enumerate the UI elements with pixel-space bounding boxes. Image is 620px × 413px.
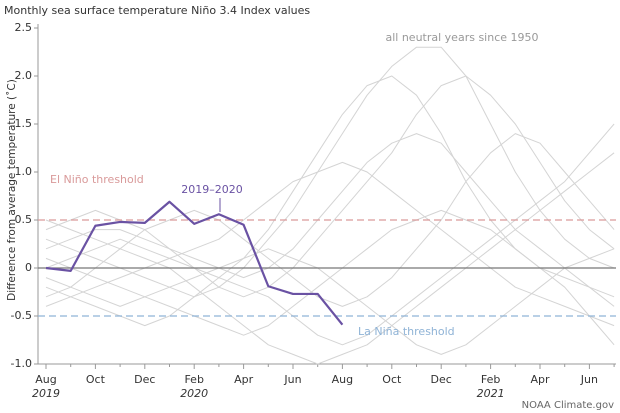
x-tick-label: Oct [382, 373, 402, 386]
y-tick-label: 2.5 [15, 21, 33, 34]
y-tick-label: 1.0 [15, 165, 33, 178]
y-tick-label: 2.0 [15, 69, 33, 82]
x-tick-label: Jun [283, 373, 301, 386]
x-tick-label: Dec [134, 373, 155, 386]
neutral-year-line [45, 161, 615, 327]
series-line [45, 200, 344, 326]
y-tick-label: -1.0 [11, 357, 32, 370]
threshold-label: El Niño threshold [50, 173, 144, 186]
x-tick-label: Apr [234, 373, 254, 386]
neutral-year-line [45, 133, 615, 307]
year-label: 2020 [180, 387, 208, 400]
x-tick-label: Aug [332, 373, 353, 386]
neutral-year-line [45, 209, 615, 346]
neutral-year-line [45, 152, 615, 365]
y-tick-label: 1.5 [15, 117, 33, 130]
x-tick-label: Oct [86, 373, 106, 386]
year-label: 2021 [477, 387, 505, 400]
y-tick-label: 0 [25, 261, 32, 274]
y-tick-label: 0.5 [15, 213, 33, 226]
series-label: 2019–2020 [181, 183, 243, 196]
chart-title: Monthly sea surface temperature Niño 3.4… [4, 4, 310, 17]
x-tick-label: Dec [431, 373, 452, 386]
x-tick-label: Aug [35, 373, 56, 386]
neutral-year-line [45, 46, 615, 298]
neutral-year-line [45, 75, 615, 327]
x-tick-label: Apr [530, 373, 550, 386]
x-tick-label: Feb [184, 373, 203, 386]
neutral-year-line [45, 133, 615, 307]
source: NOAA Climate.gov [522, 400, 614, 411]
threshold-label: La Niña threshold [358, 325, 455, 338]
x-tick-label: Jun [580, 373, 598, 386]
y-axis-label: Difference from average temperature (˚C) [6, 79, 18, 301]
year-label: 2019 [32, 387, 60, 400]
neutral-label: all neutral years since 1950 [385, 31, 538, 44]
neutral-year-line [45, 123, 615, 346]
x-tick-label: Feb [481, 373, 500, 386]
neutral-year-line [45, 75, 615, 298]
y-tick-label: -0.5 [11, 309, 32, 322]
